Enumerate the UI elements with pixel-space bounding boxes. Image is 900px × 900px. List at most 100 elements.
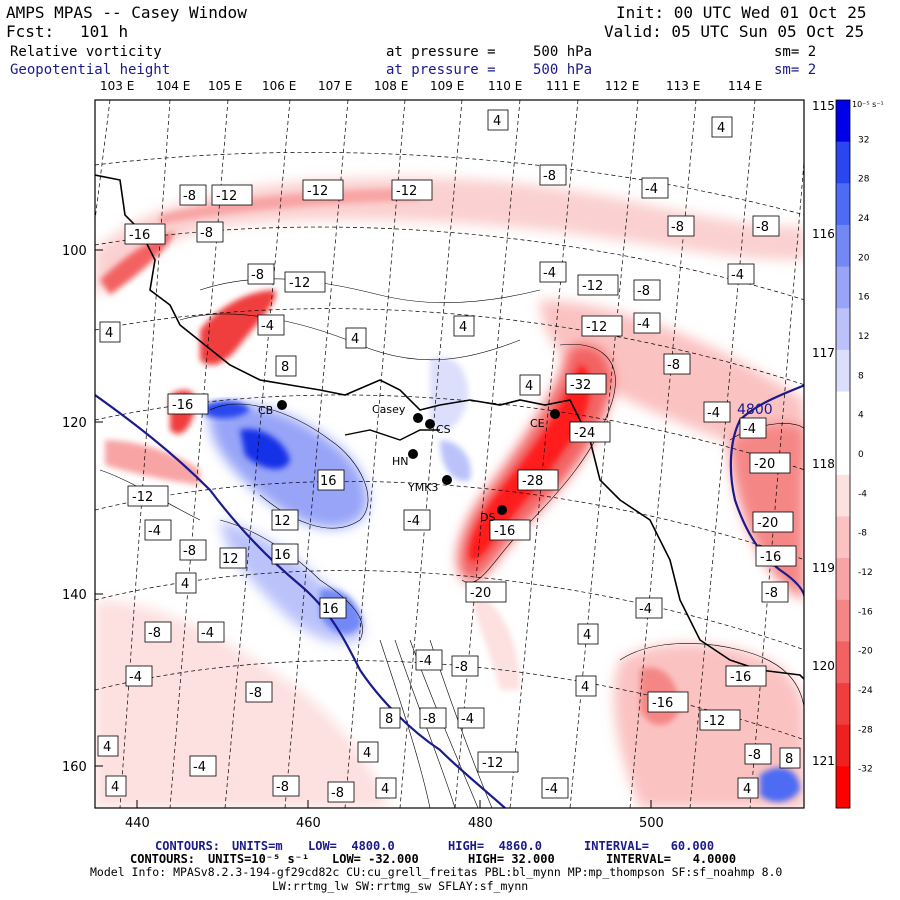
footer-line2-high: HIGH= 32.000: [468, 852, 555, 866]
svg-text:-16: -16: [172, 398, 193, 413]
contour-label-box: 12: [271, 509, 299, 531]
field1-name: Relative vorticity: [10, 44, 162, 60]
contour-label-box: 4: [97, 735, 119, 757]
pink-region-sw: [95, 600, 390, 808]
colorbar-label: 16: [858, 293, 870, 303]
neg-band-north: [160, 188, 420, 225]
svg-text:-4: -4: [545, 782, 558, 797]
lon-label: 104 E: [156, 79, 190, 93]
y-tick-label: 140: [62, 588, 87, 603]
pink-strip-central: [470, 590, 520, 690]
svg-text:-16: -16: [760, 550, 781, 565]
contour-label-box: -4: [415, 649, 443, 671]
contour-label-box: -20: [749, 452, 791, 474]
colorbar-label: -12: [858, 568, 873, 578]
contour-label-box: 4: [453, 315, 475, 337]
contour-label-box: -12: [699, 709, 741, 731]
pos-lobe-central: [430, 357, 469, 431]
station-label-ce: CE: [530, 417, 545, 430]
svg-text:-12: -12: [289, 276, 310, 291]
colorbar-label: 0: [858, 450, 864, 460]
svg-text:-4: -4: [743, 422, 756, 437]
contour-label-box: -4: [257, 314, 285, 336]
contour-label-box: -4: [189, 755, 217, 777]
footer-line2-units: UNITS=10⁻⁵ s⁻¹: [208, 852, 310, 866]
contour-label-box: -8: [144, 621, 172, 643]
pos-core: [240, 429, 290, 470]
svg-text:-8: -8: [423, 712, 436, 727]
contour-label-box: -8: [245, 681, 273, 703]
contour-label-box: -12: [391, 179, 433, 201]
neg-lobe-nw: [100, 232, 175, 295]
svg-text:4: 4: [459, 320, 467, 335]
station-label-hn: HN: [392, 455, 409, 468]
footer-line1-interval: INTERVAL= 60.000: [584, 839, 715, 853]
contour-label-box: -12: [302, 179, 344, 201]
contour-label-box: -12: [577, 274, 619, 296]
plot-frame: [94, 99, 805, 809]
lon-label: 107 E: [318, 79, 352, 93]
svg-text:-8: -8: [183, 189, 196, 204]
pos-lobe-ymk: [440, 440, 471, 481]
colorbar-swatch: [836, 516, 850, 559]
svg-text:-12: -12: [704, 714, 725, 729]
contour-label-box: -4: [539, 261, 567, 283]
contour-label-box: -16: [167, 393, 209, 415]
svg-text:-4: -4: [543, 266, 556, 281]
footer-line1-high: HIGH= 4860.0: [448, 839, 542, 853]
colorbar-label: 8: [858, 371, 864, 381]
footer-line1-units: UNITS=m: [232, 839, 283, 853]
contour-label-box: -8: [761, 581, 789, 603]
contour-label-box: -8: [327, 781, 355, 803]
footer-line1-low: LOW= 4800.0: [308, 839, 395, 853]
svg-text:-8: -8: [249, 686, 262, 701]
svg-text:-8: -8: [148, 626, 161, 641]
contour-label-box: -8: [663, 353, 691, 375]
lon-label: 105 E: [208, 79, 242, 93]
svg-text:-20: -20: [470, 586, 491, 601]
contour-label-box: 8: [275, 355, 297, 377]
svg-text:-16: -16: [494, 524, 515, 539]
svg-text:16: 16: [320, 474, 337, 489]
contour-label-box: 4: [99, 321, 121, 343]
svg-text:-32: -32: [570, 378, 591, 393]
station-marker-hn: [408, 449, 418, 459]
footer-line2-low: LOW= -32.000: [332, 852, 419, 866]
colorbar-swatch: [836, 308, 850, 351]
contour-label-box: -8: [451, 655, 479, 677]
lon-label: 103 E: [100, 79, 134, 93]
svg-text:-4: -4: [129, 670, 142, 685]
svg-text:-4: -4: [148, 524, 161, 539]
contour-label-box: 4: [711, 116, 733, 138]
colorbar-frame: [835, 99, 851, 809]
svg-text:-8: -8: [251, 268, 264, 283]
contour-label-box: -8: [272, 775, 300, 797]
stations: CB Casey CS HN YMK3 CE DS: [258, 400, 560, 524]
svg-text:-12: -12: [307, 184, 328, 199]
footer-line2-interval: INTERVAL= 4.0000: [606, 852, 737, 866]
height-contour-label: 4800: [737, 402, 773, 418]
neg-band-sw: [105, 440, 200, 485]
contour-label-box: -12: [581, 315, 623, 337]
model-info: Model Info: MPASv8.2.3-194-gf29cd82c CU:…: [90, 865, 783, 879]
svg-text:-8: -8: [667, 358, 680, 373]
neg-lobe-casey-nw: [200, 290, 276, 365]
colorbar-swatch: [836, 599, 850, 642]
svg-text:-24: -24: [574, 426, 595, 441]
contour-label-box: 4: [737, 777, 759, 799]
colorbar-swatch: [836, 641, 850, 684]
svg-text:8: 8: [785, 752, 793, 767]
station-marker-ds: [497, 505, 507, 515]
svg-text:-4: -4: [201, 626, 214, 641]
contour-label-box: -12: [211, 184, 253, 206]
field2-level-label: at pressure =: [386, 62, 496, 78]
svg-text:4: 4: [351, 332, 359, 347]
contour-label-box: -16: [489, 519, 531, 541]
svg-text:4: 4: [581, 680, 589, 695]
contour-label-box: -12: [127, 485, 169, 507]
lon-label: 110 E: [488, 79, 522, 93]
contour-label-box: -16: [647, 691, 689, 713]
coastline: [95, 174, 804, 681]
colorbar-label: 20: [858, 253, 870, 263]
colorbar-label: -4: [858, 489, 867, 499]
